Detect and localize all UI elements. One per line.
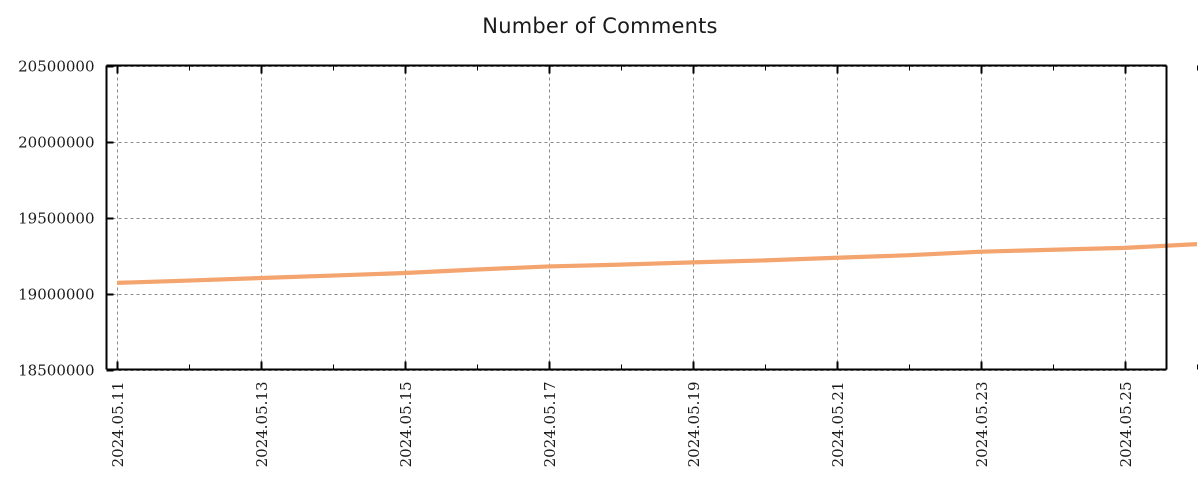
y-tick-label: 18500000 (18, 362, 94, 380)
x-tick-label: 2024.05.15 (397, 382, 415, 468)
series-lines (116, 242, 1198, 285)
horizontal-gridlines (106, 66, 1167, 371)
x-tick-label: 2024.05.21 (829, 382, 847, 468)
y-tick-label: 19000000 (18, 286, 94, 304)
x-tick-label: 2024.05.11 (109, 382, 127, 468)
vertical-gridlines (117, 65, 1126, 370)
axis-spines (105, 64, 1168, 371)
major-tick-marks (106, 65, 1127, 372)
x-tick-label: 2024.05.13 (253, 382, 271, 468)
x-axis-tick-labels: 2024.05.11 2024.05.13 2024.05.15 2024.05.17… (109, 382, 1135, 468)
x-tick-label: 2024.05.23 (973, 382, 991, 468)
x-tick-label: 2024.05.19 (685, 382, 703, 468)
y-tick-label: 19500000 (18, 210, 94, 228)
series-line (116, 242, 1198, 285)
x-tick-label: 2024.05.25 (1117, 382, 1135, 468)
chart-title: Number of Comments (482, 14, 718, 38)
x-tick-label: 2024.05.17 (541, 382, 559, 468)
y-tick-label: 20500000 (18, 58, 94, 76)
y-axis-tick-labels: 20500000 20000000 19500000 19000000 18500000 (18, 58, 94, 380)
y-tick-label: 20000000 (18, 134, 94, 152)
